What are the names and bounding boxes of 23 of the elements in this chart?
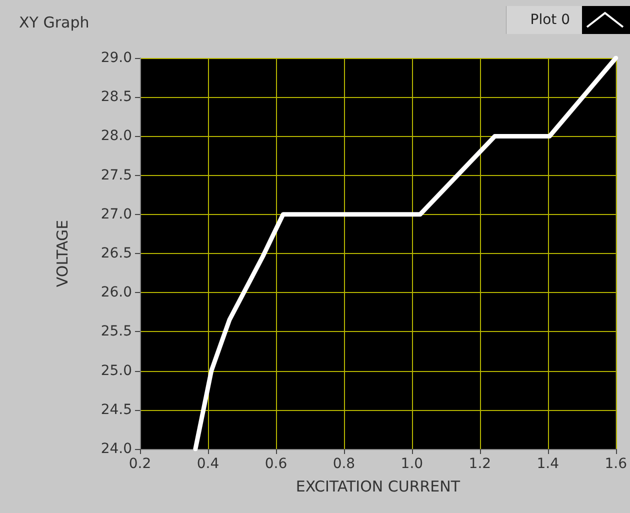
y-tick-label: 25.0 [100,362,132,379]
y-tick-label: 28.5 [100,89,132,106]
x-tick-label: 0.2 [128,456,152,472]
y-tick-label: 27.5 [100,167,132,184]
x-tick-label: 0.4 [196,456,220,472]
x-tick-label: 0.8 [332,456,356,472]
y-tick-label: 25.5 [100,324,132,340]
y-tick-label: 24.0 [100,441,132,457]
y-tick-label: 24.5 [100,402,132,418]
x-tick-label: 1.6 [604,456,628,472]
x-axis-title: EXCITATION CURRENT [296,478,461,496]
chart-title: XY Graph [19,14,90,32]
y-tick-label: 27.0 [100,206,132,222]
x-tick-label: 1.0 [400,456,424,472]
legend-label: Plot 0 [530,12,570,28]
y-axis-title: VOLTAGE [54,220,72,288]
x-tick-label: 1.2 [468,456,492,472]
y-tick-label: 28.0 [100,128,132,144]
x-tick-label: 1.4 [536,456,560,472]
y-tick-label: 26.5 [100,246,132,262]
y-tick-label: 29.0 [100,50,132,66]
x-tick-label: 0.6 [264,456,288,472]
y-tick-label: 26.0 [100,284,132,301]
